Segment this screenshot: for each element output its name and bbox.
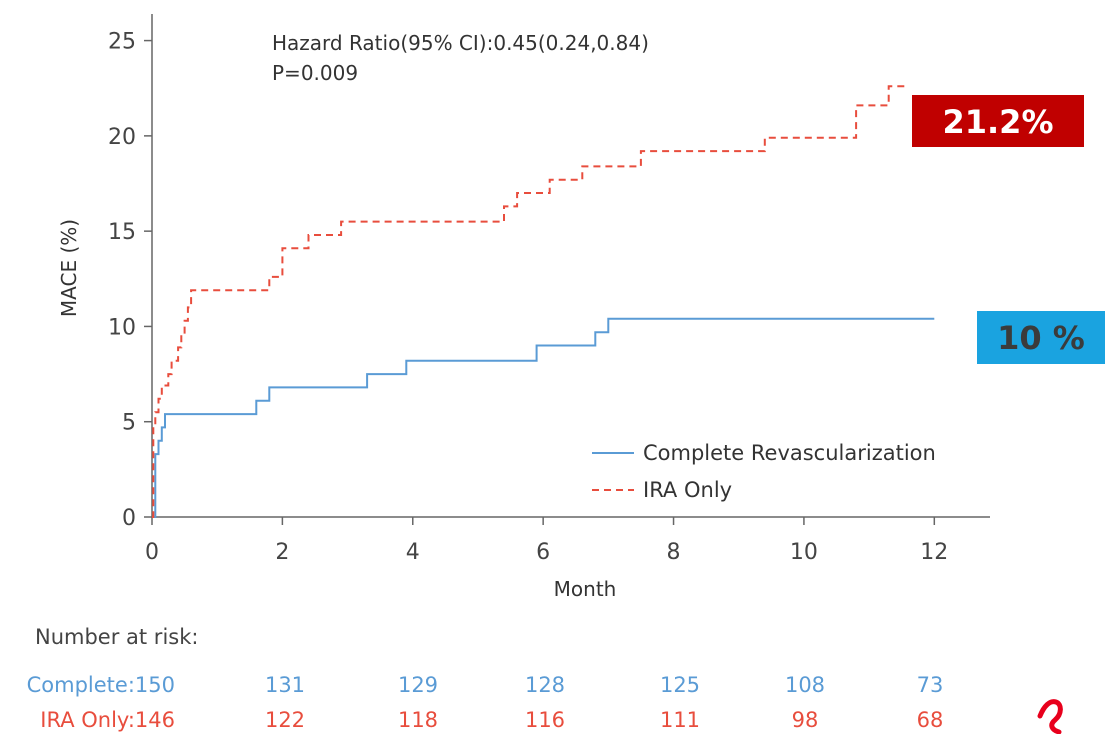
- risk-value: 73: [917, 673, 944, 697]
- y-tick-label: 5: [122, 411, 136, 436]
- callout-complete-value: 10 %: [997, 319, 1085, 357]
- callout-complete: 10 %: [977, 311, 1105, 364]
- risk-row-label: Complete:150: [27, 673, 175, 697]
- risk-value: 108: [785, 673, 825, 697]
- x-axis-label: Month: [554, 577, 617, 601]
- callout-ira-only-value: 21.2%: [942, 103, 1053, 141]
- legend-label-complete: Complete Revascularization: [643, 441, 936, 465]
- x-tick-label: 8: [667, 540, 681, 565]
- y-axis-label: MACE (%): [57, 219, 81, 317]
- risk-value: 111: [660, 708, 700, 732]
- legend-label-ira-only: IRA Only: [643, 478, 732, 502]
- hazard-ratio-annotation: Hazard Ratio(95% CI):0.45(0.24,0.84): [272, 31, 649, 55]
- x-tick-label: 12: [920, 540, 948, 565]
- x-tick-label: 4: [406, 540, 420, 565]
- y-axis-ticks: 0 5 10 15 20 25: [108, 30, 152, 531]
- x-axis-ticks: 0 2 4 6 8 10 12: [145, 517, 948, 565]
- x-tick-label: 0: [145, 540, 159, 565]
- risk-value: 131: [265, 673, 305, 697]
- series-line-ira-only: [152, 85, 909, 518]
- y-tick-label: 25: [108, 30, 136, 55]
- risk-value: 129: [398, 673, 438, 697]
- risk-row-label: IRA Only:146: [40, 708, 175, 732]
- red-pen-mark: [1037, 699, 1063, 734]
- risk-value: 118: [398, 708, 438, 732]
- series-layer: [152, 85, 935, 518]
- x-tick-label: 2: [275, 540, 289, 565]
- risk-value: 122: [265, 708, 305, 732]
- legend: Complete Revascularization IRA Only: [592, 441, 936, 502]
- series-line-complete: [152, 317, 935, 518]
- risk-table-title: Number at risk:: [35, 625, 198, 649]
- risk-table: Number at risk: Complete:150 131 129 128 125…: [27, 625, 944, 732]
- risk-value: 128: [525, 673, 565, 697]
- y-tick-label: 20: [108, 125, 136, 150]
- plot-area: 0 5 10 15 20 25 0 2 4 6 8 10 12 MACE (%) Month Haza…: [57, 14, 1105, 601]
- callout-complete-box: [977, 311, 1105, 364]
- risk-value: 68: [917, 708, 944, 732]
- y-tick-label: 0: [122, 506, 136, 531]
- risk-value: 125: [660, 673, 700, 697]
- risk-table-rows: Complete:150 131 129 128 125 108 73 IRA Only:14…: [27, 673, 944, 732]
- p-value-annotation: P=0.009: [272, 61, 358, 85]
- y-tick-label: 10: [108, 315, 136, 340]
- risk-value: 116: [525, 708, 565, 732]
- x-tick-label: 10: [790, 540, 818, 565]
- x-tick-label: 6: [536, 540, 550, 565]
- callout-ira-only-box: [912, 95, 1084, 147]
- callout-ira-only: 21.2%: [912, 95, 1084, 147]
- risk-value: 98: [792, 708, 819, 732]
- y-tick-label: 15: [108, 220, 136, 245]
